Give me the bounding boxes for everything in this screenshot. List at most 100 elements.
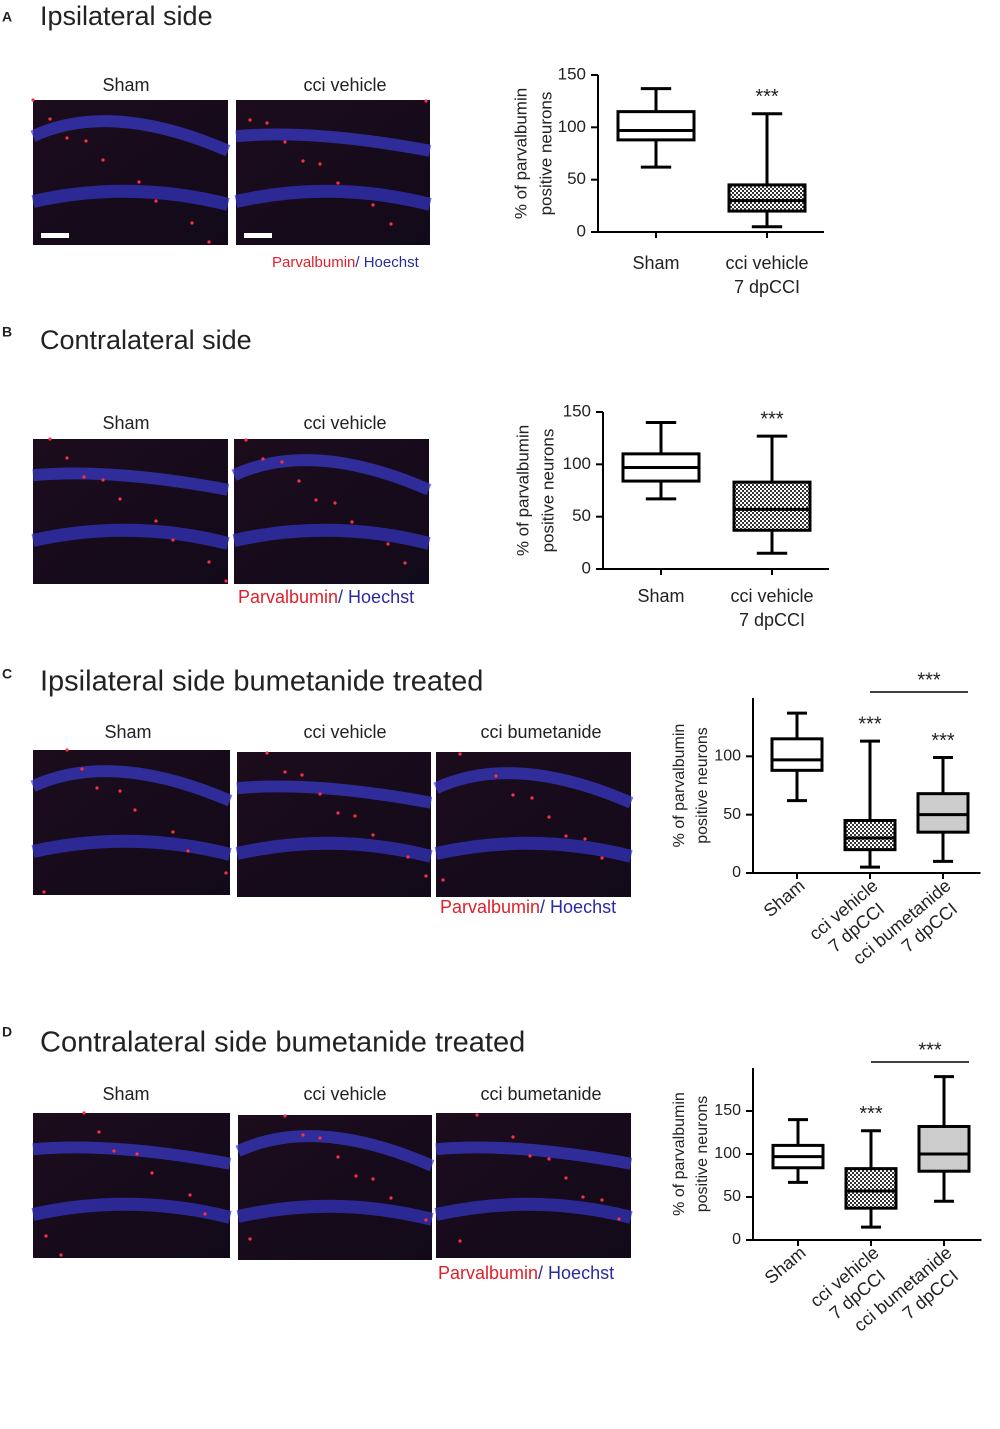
cell-dot xyxy=(424,1218,428,1222)
cell-dot xyxy=(137,180,141,184)
cell-dot xyxy=(458,1239,462,1243)
cell-dot xyxy=(353,814,357,818)
cell-dot xyxy=(154,519,158,523)
cell-dot xyxy=(190,221,194,225)
significance: *** xyxy=(858,713,882,735)
cell-dot xyxy=(248,1237,252,1241)
cell-dot xyxy=(494,774,498,778)
cell-dot xyxy=(564,834,568,838)
cell-dot xyxy=(336,181,340,185)
cell-dot xyxy=(265,751,269,755)
scale-bar xyxy=(244,233,272,238)
x-tick-label-group: Sham xyxy=(760,875,809,921)
y-tick-label: 150 xyxy=(714,1102,741,1119)
cell-dot xyxy=(248,118,252,122)
cell-dot xyxy=(48,437,52,441)
panel-title: Contralateral side bumetanide treated xyxy=(40,1027,525,1059)
cell-dot xyxy=(301,1133,305,1137)
cell-dot xyxy=(336,811,340,815)
cell-band xyxy=(435,1141,633,1170)
cell-dot xyxy=(600,1198,604,1202)
box xyxy=(732,480,812,532)
micrograph-bg xyxy=(436,1113,631,1258)
micrograph xyxy=(30,98,231,245)
cell-dot xyxy=(154,199,158,203)
x-tick-label-group: Sham xyxy=(761,1242,810,1288)
cell-dot xyxy=(244,438,248,442)
cell-dot xyxy=(65,456,69,460)
cell-dot xyxy=(458,752,462,756)
significance: *** xyxy=(859,1103,883,1125)
cell-dot xyxy=(318,162,322,166)
cell-dot xyxy=(511,793,515,797)
legend-red: Parvalbumin xyxy=(438,1263,538,1283)
significance: *** xyxy=(760,408,784,430)
panel-title: Ipsilateral side bumetanide treated xyxy=(40,666,483,698)
legend-red: Parvalbumin xyxy=(238,587,338,607)
micrograph-bg xyxy=(237,752,431,897)
image-label: Sham xyxy=(104,722,151,742)
cell-dot xyxy=(333,501,337,505)
box xyxy=(727,183,807,213)
legend-blue: / Hoechst xyxy=(540,897,616,917)
cell-dot xyxy=(297,479,301,483)
cell-dot xyxy=(186,849,190,853)
legend-blue: / Hoechst xyxy=(338,587,414,607)
cell-dot xyxy=(283,770,287,774)
cell-dot xyxy=(265,121,269,125)
cell-dot xyxy=(371,833,375,837)
panel-letter: D xyxy=(2,1024,12,1040)
cell-dot xyxy=(80,767,84,771)
cell-dot xyxy=(171,538,175,542)
cell-dot xyxy=(207,240,211,244)
cell-dot xyxy=(224,579,228,583)
cell-dot xyxy=(101,158,105,162)
x-tick-label: 7 dpCCI xyxy=(739,610,805,630)
cell-dot xyxy=(59,1253,63,1257)
y-tick-label: 50 xyxy=(723,806,741,823)
micrograph xyxy=(433,752,634,897)
micrograph xyxy=(434,1113,633,1258)
bracket-label: *** xyxy=(918,1039,942,1061)
y-tick-label: 150 xyxy=(558,64,586,83)
x-tick-label: cci vehicle xyxy=(730,586,813,606)
x-tick-label: Sham xyxy=(761,1242,810,1288)
cell-dot xyxy=(283,140,287,144)
cell-dot xyxy=(65,136,69,140)
y-axis-label: positive neurons xyxy=(694,1096,711,1213)
cell-dot xyxy=(301,159,305,163)
cell-dot xyxy=(280,460,284,464)
cell-dot xyxy=(300,773,304,777)
cell-band xyxy=(31,523,230,550)
cell-band xyxy=(31,834,232,861)
micrograph xyxy=(234,99,432,245)
significance: *** xyxy=(931,730,955,752)
image-label: cci vehicle xyxy=(303,1084,386,1104)
cell-dot xyxy=(95,786,99,790)
y-tick-label: 50 xyxy=(572,506,591,525)
cell-dot xyxy=(82,475,86,479)
cell-dot xyxy=(31,98,35,102)
cell-dot xyxy=(48,117,52,121)
box xyxy=(844,1167,898,1210)
cell-dot xyxy=(118,497,122,501)
cell-dot xyxy=(133,808,137,812)
cell-dot xyxy=(530,796,534,800)
y-tick-label: 50 xyxy=(723,1188,741,1205)
cell-dot xyxy=(350,520,354,524)
cell-dot xyxy=(581,1195,585,1199)
y-tick-label: 0 xyxy=(732,864,741,881)
cell-dot xyxy=(112,1149,116,1153)
y-axis-label: % of parvalbumin xyxy=(513,425,532,556)
y-axis-label: positive neurons xyxy=(538,429,557,553)
box xyxy=(843,819,897,852)
image-label: Sham xyxy=(102,1084,149,1104)
cell-dot xyxy=(475,1113,479,1117)
box xyxy=(616,110,696,142)
cell-dot xyxy=(314,498,318,502)
x-tick-label: 7 dpCCI xyxy=(734,277,800,297)
micrograph xyxy=(235,1114,435,1260)
cell-dot xyxy=(336,1155,340,1159)
